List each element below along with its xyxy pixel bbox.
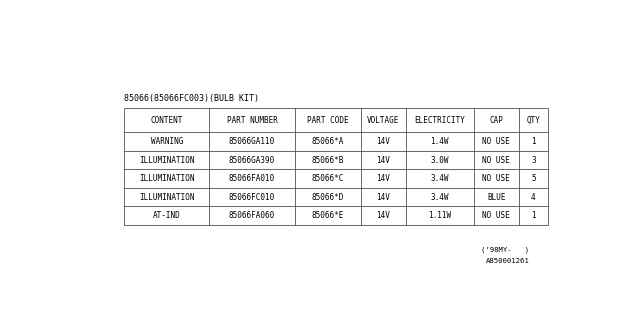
Text: PART NUMBER: PART NUMBER: [227, 116, 278, 124]
Text: WARNING: WARNING: [150, 137, 183, 146]
Text: CONTENT: CONTENT: [150, 116, 183, 124]
Text: 1: 1: [531, 137, 536, 146]
Text: 3.0W: 3.0W: [430, 156, 449, 164]
Text: 3.4W: 3.4W: [430, 174, 449, 183]
Text: NO USE: NO USE: [483, 174, 510, 183]
Text: 85066FA010: 85066FA010: [229, 174, 275, 183]
Text: ILLUMINATION: ILLUMINATION: [139, 156, 195, 164]
Text: NO USE: NO USE: [483, 156, 510, 164]
Text: 14V: 14V: [376, 211, 390, 220]
Text: 14V: 14V: [376, 137, 390, 146]
Text: 85066*C: 85066*C: [312, 174, 344, 183]
Text: 3.4W: 3.4W: [430, 193, 449, 202]
Text: 5: 5: [531, 174, 536, 183]
Text: BLUE: BLUE: [487, 193, 506, 202]
Text: ELECTRICITY: ELECTRICITY: [414, 116, 465, 124]
Text: NO USE: NO USE: [483, 137, 510, 146]
Bar: [124, 108, 548, 225]
Text: AT-IND: AT-IND: [153, 211, 180, 220]
Text: A850001261: A850001261: [486, 258, 529, 264]
Text: 85066*B: 85066*B: [312, 156, 344, 164]
Text: 85066FA060: 85066FA060: [229, 211, 275, 220]
Text: NO USE: NO USE: [483, 211, 510, 220]
Text: 1.11W: 1.11W: [428, 211, 451, 220]
Text: 85066FC010: 85066FC010: [229, 193, 275, 202]
Text: 14V: 14V: [376, 174, 390, 183]
Text: 85066*D: 85066*D: [312, 193, 344, 202]
Text: PART CODE: PART CODE: [307, 116, 348, 124]
Text: 85066GA390: 85066GA390: [229, 156, 275, 164]
Text: 4: 4: [531, 193, 536, 202]
Text: 14V: 14V: [376, 193, 390, 202]
Text: CAP: CAP: [489, 116, 503, 124]
Text: VOLTAGE: VOLTAGE: [367, 116, 399, 124]
Text: 3: 3: [531, 156, 536, 164]
Text: 85066*A: 85066*A: [312, 137, 344, 146]
Text: 85066(85066FC003)(BULB KIT): 85066(85066FC003)(BULB KIT): [124, 94, 259, 103]
Text: (’98MY-   ): (’98MY- ): [481, 246, 529, 253]
Text: 1.4W: 1.4W: [430, 137, 449, 146]
Text: 14V: 14V: [376, 156, 390, 164]
Text: 85066GA110: 85066GA110: [229, 137, 275, 146]
Text: ILLUMINATION: ILLUMINATION: [139, 193, 195, 202]
Text: 1: 1: [531, 211, 536, 220]
Text: 85066*E: 85066*E: [312, 211, 344, 220]
Text: ILLUMINATION: ILLUMINATION: [139, 174, 195, 183]
Text: QTY: QTY: [527, 116, 540, 124]
